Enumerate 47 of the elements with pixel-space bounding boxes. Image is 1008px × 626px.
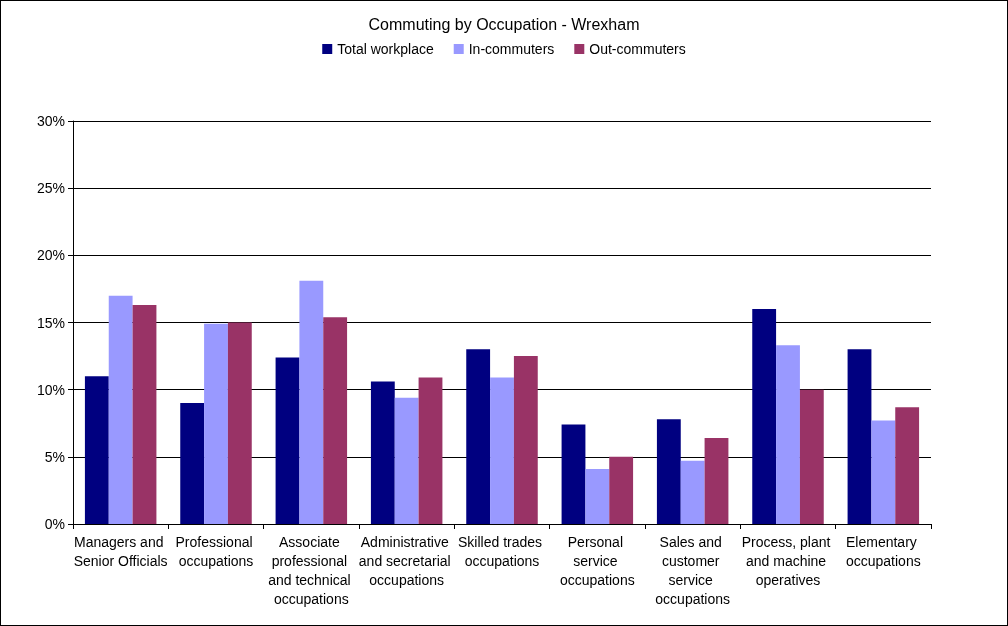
bar: [513, 356, 538, 524]
x-tick-label: Skilled trades occupations: [458, 533, 546, 569]
bar: [370, 381, 395, 524]
legend-label: In-commuters: [468, 41, 555, 57]
legend-label: Out-commuters: [589, 41, 686, 57]
x-tick-label: Process, plant and machine operatives: [741, 533, 835, 588]
bar: [275, 357, 300, 524]
y-tick-label: 5%: [44, 448, 65, 465]
legend-label: Total workplace: [337, 41, 434, 57]
y-tick-label: 0%: [44, 516, 65, 532]
bar: [799, 389, 824, 524]
bar: [704, 438, 729, 524]
bar: [656, 419, 681, 524]
y-tick-label: 15%: [36, 314, 65, 331]
x-tick-label: Associate professional and technical occupations: [268, 533, 355, 607]
y-tick-label: 20%: [36, 247, 65, 264]
bar: [585, 468, 610, 524]
bar: [323, 317, 348, 524]
bar: [561, 424, 586, 524]
bar: [394, 397, 419, 524]
bar: [680, 460, 705, 524]
bar: [418, 377, 443, 524]
bar: [871, 420, 896, 524]
bar: [204, 323, 228, 524]
bar: [84, 376, 109, 524]
bar: [227, 322, 252, 524]
chart-title: Commuting by Occupation - Wrexham: [368, 15, 640, 33]
x-tick-label: Sales and customer service occupations: [655, 533, 731, 607]
bar: [299, 280, 324, 524]
bar: [490, 377, 514, 524]
y-tick-label: 25%: [36, 180, 65, 197]
bar: [752, 309, 777, 524]
bar: [776, 345, 800, 524]
x-tick-label: Personal service occupations: [559, 533, 635, 588]
bar: [895, 407, 920, 524]
y-tick-label: 30%: [36, 113, 65, 129]
x-tick-label: Managers and Senior Officials: [73, 533, 168, 569]
bar: [466, 349, 491, 524]
bar: [180, 403, 205, 524]
bar: [847, 349, 872, 524]
bar: [108, 295, 133, 524]
x-tick-label: Professional occupations: [175, 533, 257, 569]
x-tick-label: Administrative and secretarial occupations: [358, 533, 455, 588]
y-tick-label: 10%: [36, 381, 65, 398]
x-tick-label: Elementary occupations: [845, 533, 921, 569]
bar: [609, 456, 634, 524]
bar: [132, 305, 157, 524]
